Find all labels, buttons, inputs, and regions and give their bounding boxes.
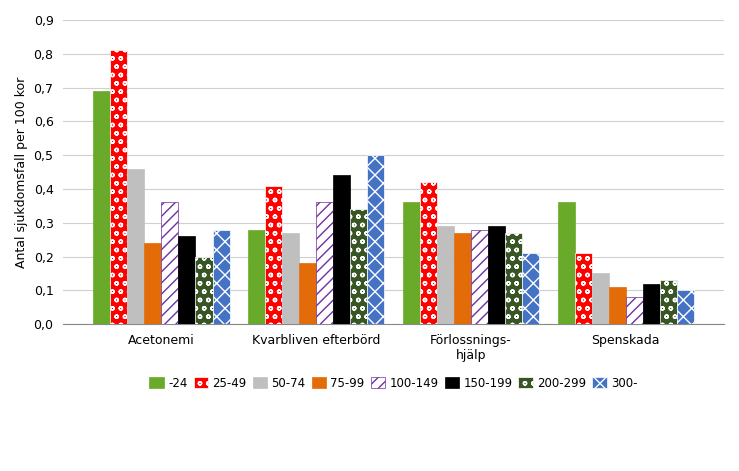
Bar (488, 226, 505, 324)
Bar (471, 229, 488, 324)
Bar (350, 209, 367, 324)
Bar (144, 243, 161, 324)
Bar (265, 186, 282, 324)
Bar (592, 274, 609, 324)
Bar (420, 182, 437, 324)
Bar (609, 287, 626, 324)
Bar (558, 203, 575, 324)
Bar (454, 233, 471, 324)
Bar (333, 175, 350, 324)
Bar (522, 253, 539, 324)
Bar (248, 229, 265, 324)
Bar (626, 297, 643, 324)
Bar (161, 203, 178, 324)
Bar (196, 257, 213, 324)
Bar (110, 50, 127, 324)
Bar (213, 229, 230, 324)
Bar (505, 233, 522, 324)
Bar (178, 236, 196, 324)
Bar (677, 290, 694, 324)
Legend: -24, 25-49, 50-74, 75-99, 100-149, 150-199, 200-299, 300-: -24, 25-49, 50-74, 75-99, 100-149, 150-1… (145, 372, 642, 394)
Y-axis label: Antal sjukdomsfall per 100 kor: Antal sjukdomsfall per 100 kor (15, 76, 28, 268)
Bar (127, 169, 144, 324)
Bar (316, 203, 333, 324)
Bar (299, 263, 316, 324)
Bar (660, 280, 677, 324)
Bar (575, 253, 592, 324)
Bar (643, 284, 660, 324)
Bar (367, 155, 384, 324)
Bar (437, 226, 454, 324)
Bar (403, 203, 420, 324)
Bar (282, 233, 299, 324)
Bar (93, 91, 110, 324)
